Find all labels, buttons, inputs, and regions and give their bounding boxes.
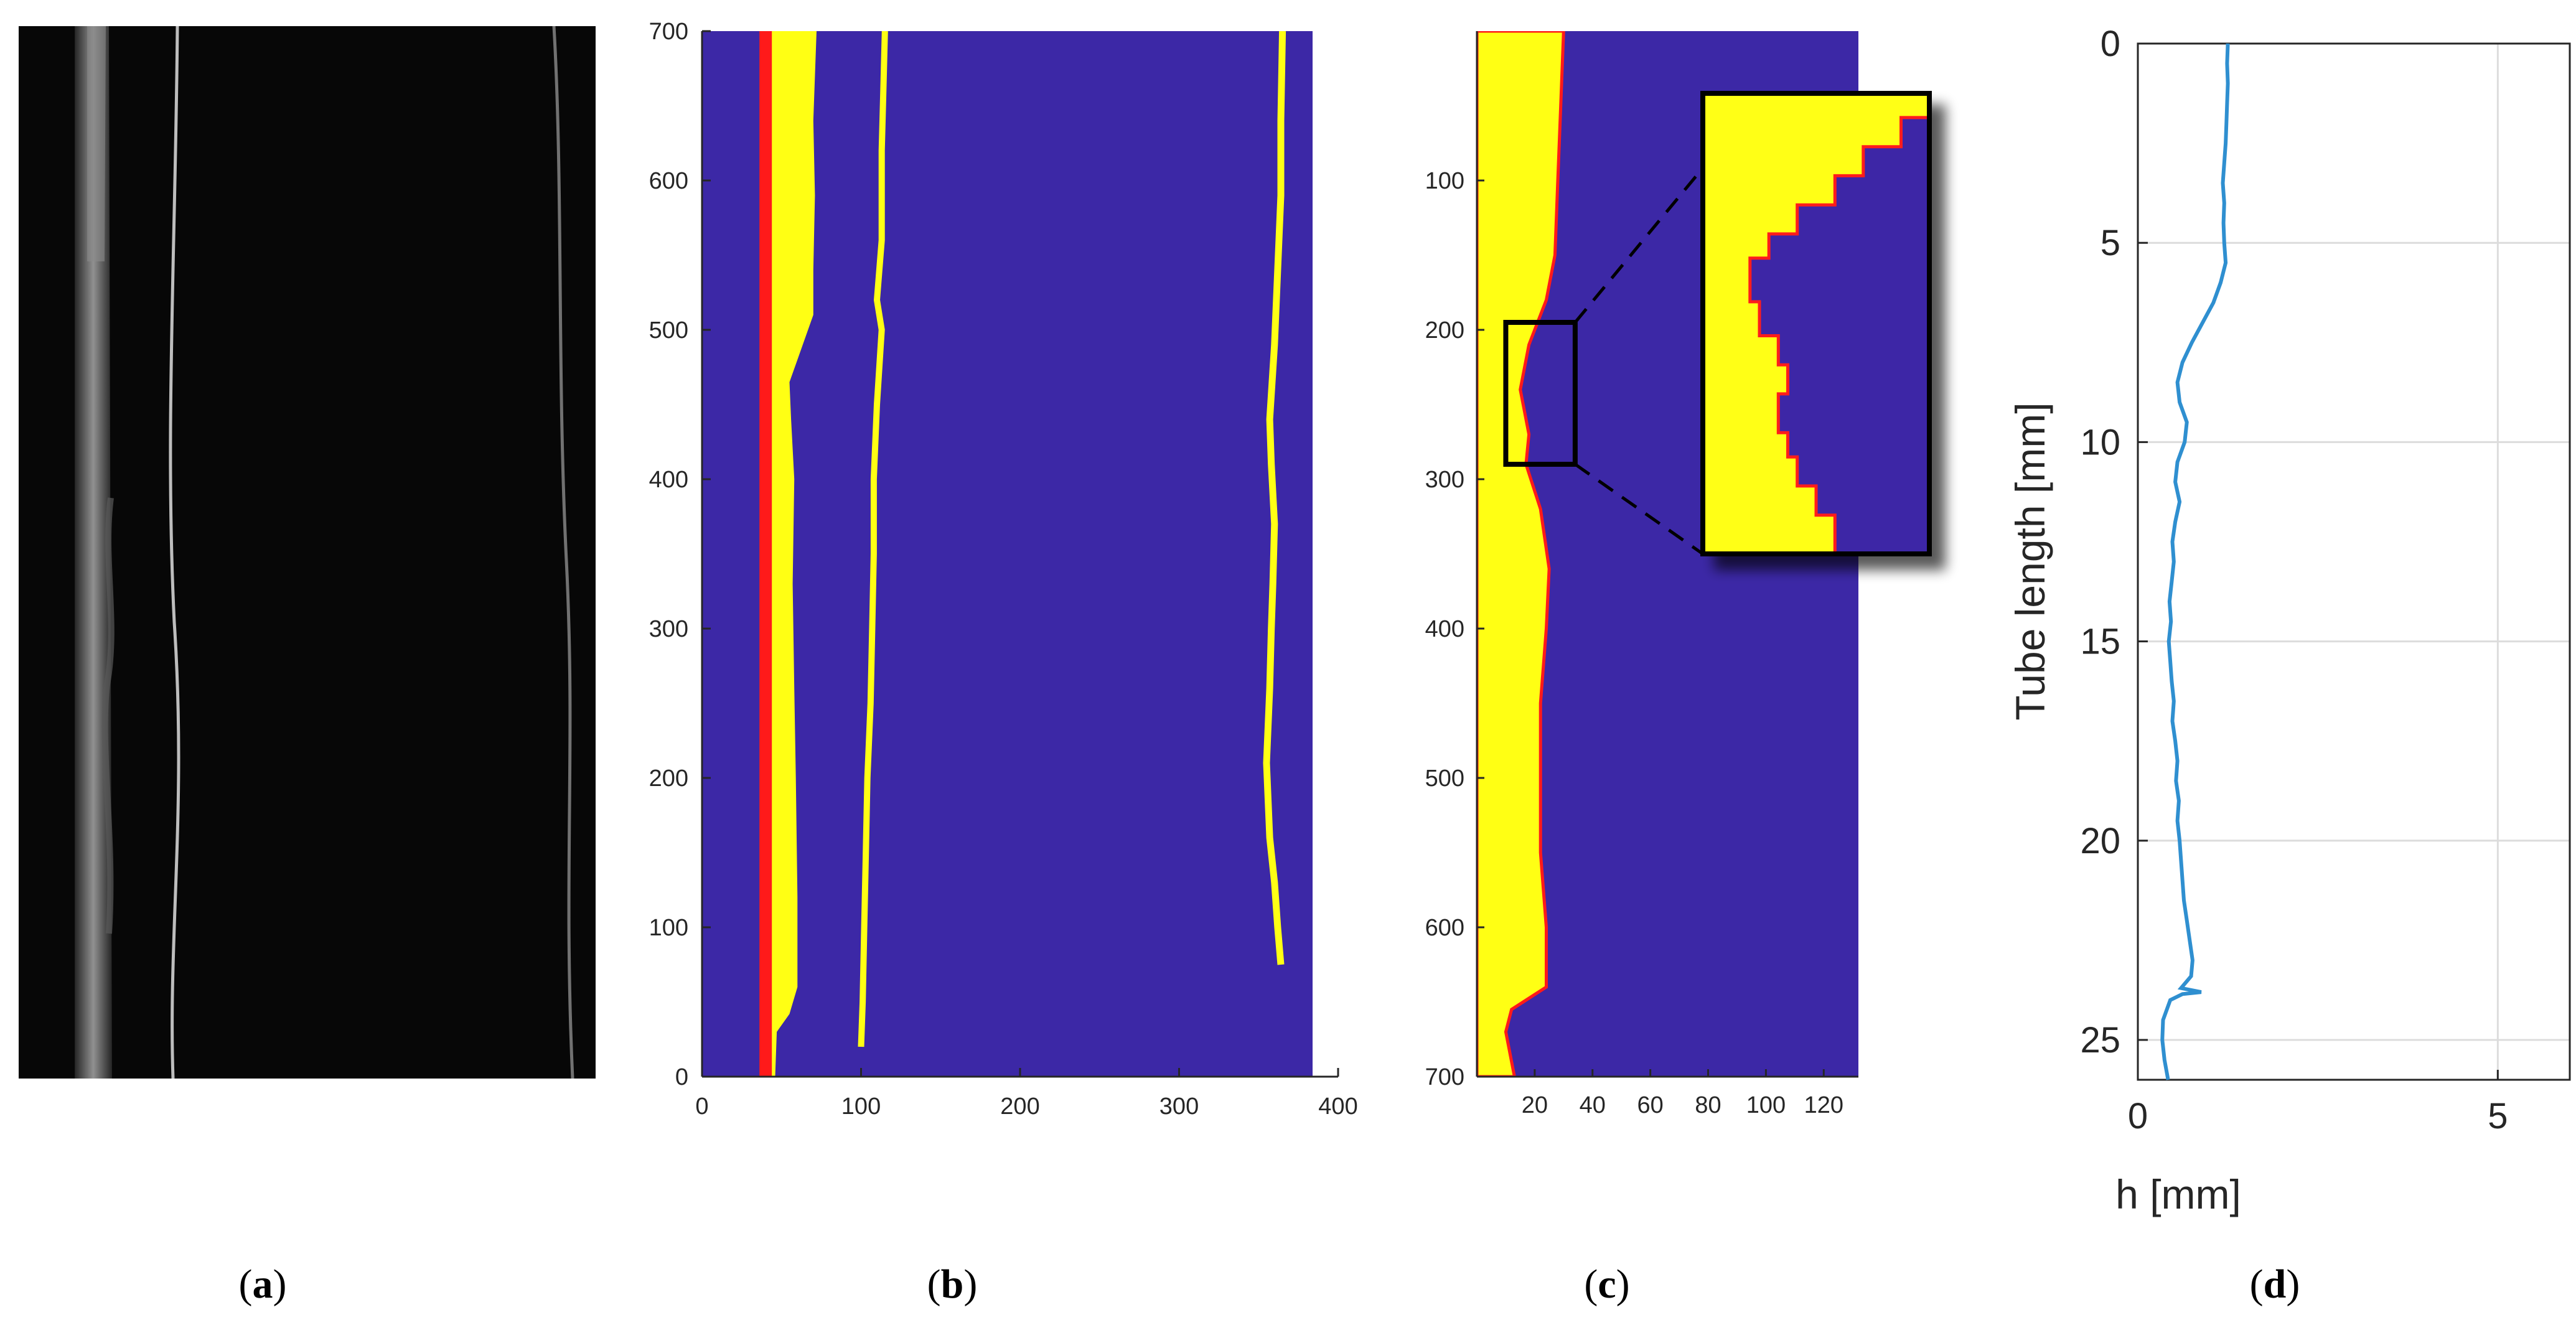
panel-b-x-tick-label: 100 <box>841 1093 881 1120</box>
panel-d-y-tick-label: 20 <box>2080 821 2120 861</box>
panel-c-zoom-leader-bottom <box>1574 462 1704 556</box>
photo-film-streak-2 <box>552 26 574 1079</box>
panel-c-x-tick-label: 100 <box>1746 1092 1786 1118</box>
panel-b-film-streak-2 <box>1263 31 1286 965</box>
panel-d-axes: 0 5 0 5 10 15 20 25 <box>2080 24 2508 1136</box>
panel-b-x-tick-label: 200 <box>1000 1093 1039 1120</box>
panel-c-axes: 20 40 60 80 100 120 100 200 300 400 500 600 700 <box>1425 31 1858 1118</box>
panel-c-film-region <box>1477 31 1565 1077</box>
panel-c-x-tick-label: 80 <box>1695 1092 1721 1118</box>
panel-d-x-axis-label: h [mm] <box>2115 1171 2241 1217</box>
panel-d-y-tick-label: 0 <box>2101 24 2120 64</box>
panel-d-y-tick-label: 15 <box>2080 622 2120 662</box>
panel-a-photograph <box>19 26 596 1079</box>
panel-c-y-tick-label: 200 <box>1425 317 1464 344</box>
panel-b-wall-edge <box>759 31 772 1077</box>
panel-c-inset <box>1700 91 1932 556</box>
panel-d-x-tick-label: 0 <box>2128 1096 2148 1136</box>
panel-c-zoom-box <box>1503 320 1578 467</box>
panel-b-y-tick-label: 0 <box>675 1064 688 1090</box>
panel-b-y-tick-label: 100 <box>649 915 688 941</box>
panel-label-d: (d) <box>2250 1261 2300 1307</box>
panel-c-x-tick-label: 120 <box>1804 1092 1843 1118</box>
panel-b-binary-image: 0 100 200 300 400 0 100 200 300 400 500 600 700 <box>649 19 1358 1120</box>
photo-film-edge <box>101 497 115 934</box>
photo-background <box>19 26 596 1079</box>
panel-c-y-tick-label: 500 <box>1425 765 1464 792</box>
panel-b-y-tick-label: 600 <box>649 168 688 194</box>
panel-c-y-tick-label: 600 <box>1425 915 1464 941</box>
panel-b-film-streak-1 <box>858 31 888 1047</box>
panel-c-x-tick-label: 60 <box>1637 1092 1663 1118</box>
panel-d-film-thickness-plot: 0 5 0 5 10 15 20 25 h [mm] Tube length [mm] <box>2007 24 2571 1217</box>
panel-c-y-tick-label: 700 <box>1425 1064 1464 1090</box>
photo-wall-highlight <box>87 26 106 261</box>
panel-label-a: (a) <box>239 1261 287 1307</box>
inset-frame <box>1700 91 1932 556</box>
panel-d-x-tick-label: 5 <box>2488 1096 2508 1136</box>
panel-d-y-tick-label: 10 <box>2080 422 2120 462</box>
panel-b-y-tick-label: 300 <box>649 616 688 642</box>
panel-b-y-tick-label: 700 <box>649 19 688 45</box>
panel-d-y-axis-label: Tube length [mm] <box>2007 402 2053 720</box>
panel-label-b: (b) <box>927 1261 978 1307</box>
panel-b-axes: 0 100 200 300 400 0 100 200 300 400 500 600 700 <box>649 19 1358 1120</box>
panel-c-zoom-leader-top <box>1573 167 1704 324</box>
panel-d-plot-area <box>2138 44 2570 1080</box>
inset-film-region <box>1703 93 1929 554</box>
panel-c-x-tick-label: 20 <box>1522 1092 1548 1118</box>
panel-b-film-region <box>766 31 817 1077</box>
panel-d-y-tick-label: 5 <box>2101 223 2120 263</box>
panel-d-y-tick-label: 25 <box>2080 1020 2120 1060</box>
panel-c-y-tick-label: 400 <box>1425 616 1464 642</box>
panel-b-y-tick-label: 200 <box>649 765 688 792</box>
panel-b-y-tick-label: 500 <box>649 317 688 344</box>
panel-label-c: (c) <box>1584 1261 1629 1307</box>
photo-wall-streak <box>75 26 112 1079</box>
panel-c-binary-zoom: 20 40 60 80 100 120 100 200 300 400 500 600 700 <box>1425 31 1932 1118</box>
panel-d-axes-frame <box>2137 42 2571 1081</box>
panel-b-x-tick-label: 300 <box>1159 1093 1199 1120</box>
panel-d-series-line <box>2160 43 2230 1080</box>
panel-b-x-tick-label: 400 <box>1318 1093 1357 1120</box>
photo-film-streak-1 <box>169 26 180 1079</box>
panel-c-x-tick-label: 40 <box>1580 1092 1606 1118</box>
panel-c-y-tick-label: 300 <box>1425 467 1464 493</box>
panel-b-x-tick-label: 0 <box>695 1093 708 1120</box>
panel-b-y-tick-label: 400 <box>649 467 688 493</box>
panel-c-y-tick-label: 100 <box>1425 168 1464 194</box>
